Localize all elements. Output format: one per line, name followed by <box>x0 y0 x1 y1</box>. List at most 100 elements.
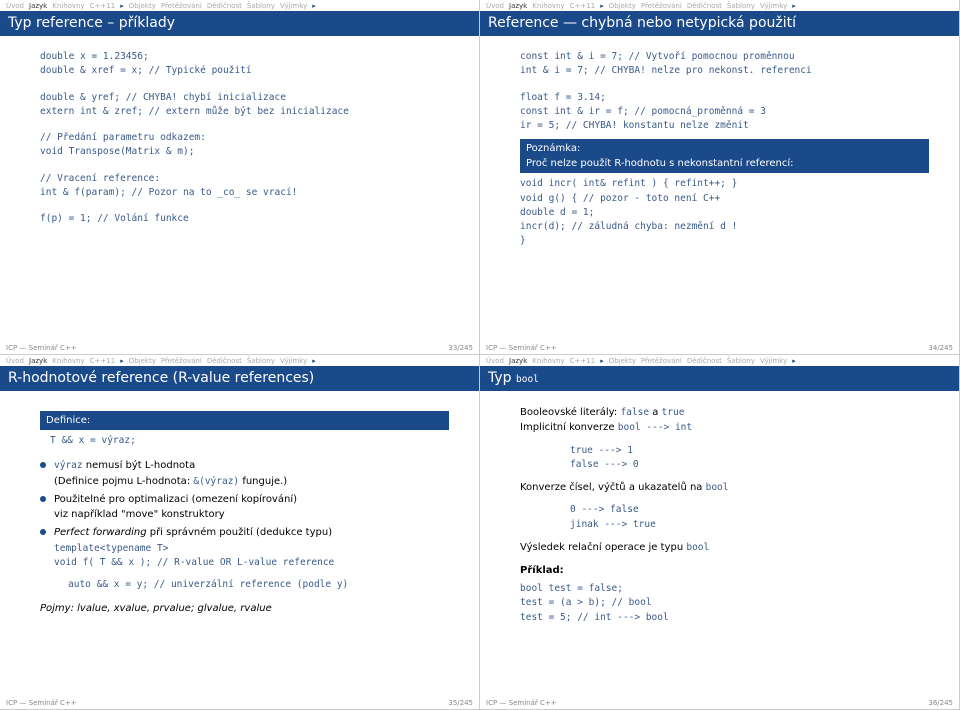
slide-title: Typ reference – příklady <box>0 11 479 36</box>
nav-arrow: ▸ <box>792 357 796 365</box>
footer-page: 34/245 <box>928 344 953 352</box>
footer-page: 36/245 <box>928 699 953 707</box>
code-line: jinak ---> true <box>570 518 929 532</box>
footer-left: ICP — Seminář C++ <box>6 344 77 352</box>
text-line: Implicitní konverze bool ---> int <box>520 420 929 435</box>
nav-item: Jazyk <box>509 357 527 365</box>
list-item: Perfect forwarding při správném použití … <box>40 525 449 571</box>
code-inline: &(výraz) <box>193 476 239 487</box>
code-inline: false <box>620 407 649 418</box>
nav-item: Šablony <box>247 2 275 10</box>
code-line: // Předání parametru odkazem: <box>40 131 449 145</box>
slide-36: Úvod Jazyk Knihovny C++11 ▸ Objekty Přet… <box>480 355 960 710</box>
concepts: Pojmy: lvalue, xvalue, prvalue; glvalue,… <box>40 601 449 616</box>
footer-left: ICP — Seminář C++ <box>486 344 557 352</box>
text: při správném použití (dedukce typu) <box>147 527 333 538</box>
nav-item: Dědičnost <box>687 2 722 10</box>
code-line: double d = 1; <box>520 206 929 220</box>
text-italic: Perfect forwarding <box>54 527 147 538</box>
text: Výsledek relační operace je typu <box>520 542 686 553</box>
text: funguje.) <box>239 476 287 487</box>
code-line: test = (a > b); // bool <box>520 596 929 610</box>
nav-item: Jazyk <box>29 2 47 10</box>
slide-34: Úvod Jazyk Knihovny C++11 ▸ Objekty Přet… <box>480 0 960 355</box>
nav-arrow: ▸ <box>120 357 124 365</box>
code-inline: výraz <box>54 460 83 471</box>
nav-item: Dědičnost <box>207 357 242 365</box>
nav-item: C++11 <box>570 357 596 365</box>
code-line: void Transpose(Matrix & m); <box>40 145 449 159</box>
nav-item: Úvod <box>6 2 24 10</box>
nav-item: Přetěžování <box>641 2 682 10</box>
nav-item: Jazyk <box>29 357 47 365</box>
example-label: Příklad: <box>520 563 929 578</box>
nav-item: Přetěžování <box>161 2 202 10</box>
code-line: // Vracení reference: <box>40 172 449 186</box>
note-box: Poznámka: Proč nelze použít R-hodnotu s … <box>520 139 929 173</box>
code-line: true ---> 1 <box>570 444 929 458</box>
slide-footer: ICP — Seminář C++ 34/245 <box>486 344 953 352</box>
code-line: void f( T && x ); // R-value OR L-value … <box>54 556 449 570</box>
bullet-list: výraz nemusí být L-hodnota (Definice poj… <box>40 458 449 570</box>
nav-item: Knihovny <box>532 2 564 10</box>
text: a <box>649 407 662 418</box>
slide-title: Typ bool <box>480 366 959 391</box>
slide-body: double x = 1.23456; double & xref = x; /… <box>0 36 479 232</box>
nav-item: Knihovny <box>532 357 564 365</box>
code-line: template<typename T> <box>54 542 449 556</box>
nav-item: Úvod <box>6 357 24 365</box>
nav-bar: Úvod Jazyk Knihovny C++11 ▸ Objekty Přet… <box>0 0 479 11</box>
nav-item: Přetěžování <box>641 357 682 365</box>
text: Booleovské literály: <box>520 407 620 418</box>
code-line: extern int & zref; // extern může být be… <box>40 105 449 119</box>
code-line: int & f(param); // Pozor na to _co_ se v… <box>40 186 449 200</box>
code-line: int & i = 7; // CHYBA! nelze pro nekonst… <box>520 64 929 78</box>
nav-item: Přetěžování <box>161 357 202 365</box>
text-line: Konverze čísel, výčtů a ukazatelů na boo… <box>520 480 929 495</box>
nav-item: C++11 <box>90 2 116 10</box>
def-title: Definice: <box>46 413 443 428</box>
nav-item: Objekty <box>609 2 636 10</box>
nav-item: Výjimky <box>760 357 787 365</box>
code-line: 0 ---> false <box>570 503 929 517</box>
slide-35: Úvod Jazyk Knihovny C++11 ▸ Objekty Přet… <box>0 355 480 710</box>
note-title: Poznámka: <box>526 141 923 156</box>
text: (Definice pojmu L-hodnota: <box>54 476 193 487</box>
title-text: R-hodnotové reference (R-value reference… <box>8 370 314 386</box>
code-line: false ---> 0 <box>570 458 929 472</box>
nav-item: Šablony <box>727 2 755 10</box>
nav-item: Knihovny <box>52 357 84 365</box>
nav-item: Úvod <box>486 357 504 365</box>
code-line: void incr( int& refint ) { refint++; } <box>520 177 929 191</box>
code-line: const int & i = 7; // Vytvoří pomocnou p… <box>520 50 929 64</box>
code-line: ir = 5; // CHYBA! konstantu nelze změnit <box>520 119 929 133</box>
nav-item: Šablony <box>247 357 275 365</box>
text: Použitelné pro optimalizaci (omezení kop… <box>54 494 297 505</box>
code-inline: true <box>662 407 685 418</box>
code-line: incr(d); // záludná chyba: nezmění d ! <box>520 220 929 234</box>
code-line: auto && x = y; // univerzální reference … <box>68 578 449 592</box>
nav-item: Dědičnost <box>207 2 242 10</box>
text-line: Výsledek relační operace je typu bool <box>520 540 929 555</box>
text-line: Booleovské literály: false a true <box>520 405 929 420</box>
code-line: f(p) = 1; // Volání funkce <box>40 212 449 226</box>
code-line: const int & ir = f; // pomocná_proměnná … <box>520 105 929 119</box>
nav-arrow: ▸ <box>792 2 796 10</box>
slide-title: R-hodnotové reference (R-value reference… <box>0 366 479 391</box>
slide-footer: ICP — Seminář C++ 33/245 <box>6 344 473 352</box>
nav-item: Výjimky <box>760 2 787 10</box>
nav-item: Výjimky <box>280 2 307 10</box>
list-item: Použitelné pro optimalizaci (omezení kop… <box>40 492 449 522</box>
nav-item: Dědičnost <box>687 357 722 365</box>
code-line: test = 5; // int ---> bool <box>520 611 929 625</box>
slide-body: Definice: T && x = výraz; výraz nemusí b… <box>0 391 479 622</box>
nav-item: Šablony <box>727 357 755 365</box>
text: nemusí být L-hodnota <box>83 460 196 471</box>
nav-item: Objekty <box>129 2 156 10</box>
footer-page: 35/245 <box>448 699 473 707</box>
slide-title: Reference — chybná nebo netypická použit… <box>480 11 959 36</box>
nav-arrow: ▸ <box>600 2 604 10</box>
text: viz například "move" konstruktory <box>54 509 225 520</box>
slide-33: Úvod Jazyk Knihovny C++11 ▸ Objekty Přet… <box>0 0 480 355</box>
note-sub: Proč nelze použít R-hodnotu s nekonstant… <box>526 156 923 171</box>
